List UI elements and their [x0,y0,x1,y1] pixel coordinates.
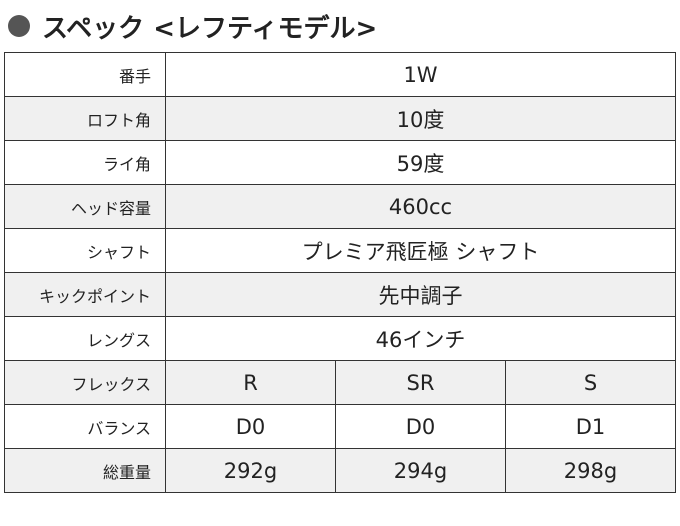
spec-value: 292g [165,448,336,493]
spec-label: ライ角 [4,140,166,185]
spec-row: キックポイント 先中調子 [4,272,676,317]
spec-value: プレミア飛匠極 シャフト [165,228,676,273]
spec-value: 294g [335,448,506,493]
spec-label: フレックス [4,360,166,405]
spec-row: 番手 1W [4,52,676,97]
spec-value: D0 [335,404,506,449]
spec-value: 59度 [165,140,676,185]
spec-label: レングス [4,316,166,361]
spec-label: 総重量 [4,448,166,493]
spec-value: SR [335,360,506,405]
spec-table: 番手 1W ロフト角 10度 ライ角 59度 ヘッド容量 460cc シャフト プレミア飛匠極 シ… [4,52,676,493]
spec-label: バランス [4,404,166,449]
spec-value: D1 [505,404,676,449]
spec-label: ヘッド容量 [4,184,166,229]
spec-value: 1W [165,52,676,97]
spec-value: R [165,360,336,405]
spec-row: 総重量 292g 294g 298g [4,448,676,493]
spec-row: フレックス R SR S [4,360,676,405]
title-block: スペック <レフティモデル> [8,8,377,44]
spec-value: 10度 [165,96,676,141]
spec-value: 先中調子 [165,272,676,317]
spec-row: バランス D0 D0 D1 [4,404,676,449]
spec-row: レングス 46インチ [4,316,676,361]
spec-label: シャフト [4,228,166,273]
spec-row: シャフト プレミア飛匠極 シャフト [4,228,676,273]
spec-row: ロフト角 10度 [4,96,676,141]
spec-label: キックポイント [4,272,166,317]
spec-label: ロフト角 [4,96,166,141]
spec-value: 46インチ [165,316,676,361]
spec-row: ライ角 59度 [4,140,676,185]
bullet [8,15,30,37]
spec-value: 298g [505,448,676,493]
spec-label: 番手 [4,52,166,97]
title: スペック <レフティモデル> [42,13,378,44]
spec-value: S [505,360,676,405]
spec-value: 460cc [165,184,676,229]
spec-row: ヘッド容量 460cc [4,184,676,229]
spec-value: D0 [165,404,336,449]
